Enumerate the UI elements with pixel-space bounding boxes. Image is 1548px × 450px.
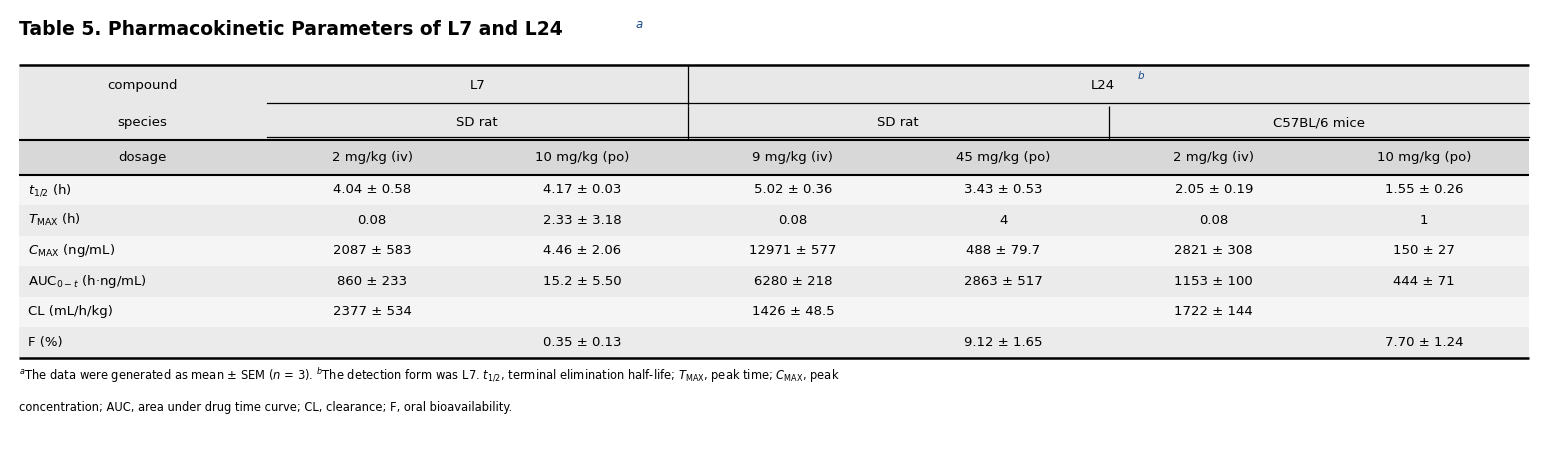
Text: 4.17 ± 0.03: 4.17 ± 0.03 — [543, 184, 622, 196]
Text: 1426 ± 48.5: 1426 ± 48.5 — [752, 306, 834, 319]
Bar — [19, 65, 1529, 106]
Text: 0.08: 0.08 — [1200, 214, 1229, 227]
Text: 488 ± 79.7: 488 ± 79.7 — [966, 244, 1040, 257]
Text: SD rat: SD rat — [457, 117, 498, 130]
Text: a: a — [636, 18, 642, 31]
Text: 4.04 ± 0.58: 4.04 ± 0.58 — [333, 184, 412, 196]
Text: 1: 1 — [1420, 214, 1429, 227]
Text: $\mathrm{AUC}_{0-t}$ (h·ng/mL): $\mathrm{AUC}_{0-t}$ (h·ng/mL) — [28, 273, 147, 290]
Bar — [19, 205, 1529, 236]
Text: L7: L7 — [469, 79, 485, 92]
Bar — [19, 297, 1529, 327]
Text: 9.12 ± 1.65: 9.12 ± 1.65 — [964, 336, 1042, 349]
Text: 9 mg/kg (iv): 9 mg/kg (iv) — [752, 151, 833, 164]
Text: 2.33 ± 3.18: 2.33 ± 3.18 — [543, 214, 622, 227]
Text: 4: 4 — [998, 214, 1008, 227]
Text: 1722 ± 144: 1722 ± 144 — [1175, 306, 1254, 319]
Text: 2863 ± 517: 2863 ± 517 — [964, 275, 1043, 288]
Text: C57BL/6 mice: C57BL/6 mice — [1272, 117, 1365, 130]
Text: dosage: dosage — [119, 151, 167, 164]
Text: 0.08: 0.08 — [779, 214, 808, 227]
Text: 6280 ± 218: 6280 ± 218 — [754, 275, 833, 288]
Text: 2.05 ± 0.19: 2.05 ± 0.19 — [1175, 184, 1252, 196]
Text: $t_{1/2}$ (h): $t_{1/2}$ (h) — [28, 182, 71, 198]
Text: 7.70 ± 1.24: 7.70 ± 1.24 — [1385, 336, 1463, 349]
Text: 12971 ± 577: 12971 ± 577 — [749, 244, 836, 257]
Text: L24: L24 — [1090, 79, 1115, 92]
Bar — [19, 266, 1529, 297]
Text: 2 mg/kg (iv): 2 mg/kg (iv) — [331, 151, 412, 164]
Text: 5.02 ± 0.36: 5.02 ± 0.36 — [754, 184, 833, 196]
Text: 2377 ± 534: 2377 ± 534 — [333, 306, 412, 319]
Text: 0.08: 0.08 — [358, 214, 387, 227]
Text: species: species — [118, 117, 167, 130]
Text: 860 ± 233: 860 ± 233 — [337, 275, 407, 288]
Text: CL (mL/h/kg): CL (mL/h/kg) — [28, 306, 113, 319]
Text: 1153 ± 100: 1153 ± 100 — [1175, 275, 1254, 288]
Bar — [19, 327, 1529, 358]
Text: 1.55 ± 0.26: 1.55 ± 0.26 — [1385, 184, 1463, 196]
Text: 3.43 ± 0.53: 3.43 ± 0.53 — [964, 184, 1042, 196]
Text: 2087 ± 583: 2087 ± 583 — [333, 244, 412, 257]
Text: b: b — [1138, 71, 1144, 81]
Text: compound: compound — [107, 79, 178, 92]
Text: concentration; AUC, area under drug time curve; CL, clearance; F, oral bioavaila: concentration; AUC, area under drug time… — [19, 400, 512, 414]
Bar — [19, 236, 1529, 266]
Text: 45 mg/kg (po): 45 mg/kg (po) — [957, 151, 1051, 164]
Text: 4.46 ± 2.06: 4.46 ± 2.06 — [543, 244, 621, 257]
Bar — [19, 140, 1529, 175]
Text: $T_{\mathrm{MAX}}$ (h): $T_{\mathrm{MAX}}$ (h) — [28, 212, 80, 229]
Text: SD rat: SD rat — [878, 117, 920, 130]
Text: F (%): F (%) — [28, 336, 62, 349]
Text: $^{a}$The data were generated as mean $\pm$ SEM ($n$ = 3). $^{b}$The detection f: $^{a}$The data were generated as mean $\… — [19, 367, 839, 385]
Text: 444 ± 71: 444 ± 71 — [1393, 275, 1455, 288]
Bar — [19, 175, 1529, 205]
Text: 0.35 ± 0.13: 0.35 ± 0.13 — [543, 336, 622, 349]
Text: 10 mg/kg (po): 10 mg/kg (po) — [536, 151, 630, 164]
Text: Table 5. Pharmacokinetic Parameters of L7 and L24: Table 5. Pharmacokinetic Parameters of L… — [19, 20, 562, 39]
Bar — [19, 106, 1529, 140]
Text: 2 mg/kg (iv): 2 mg/kg (iv) — [1173, 151, 1254, 164]
Text: 10 mg/kg (po): 10 mg/kg (po) — [1378, 151, 1472, 164]
Text: 15.2 ± 5.50: 15.2 ± 5.50 — [543, 275, 622, 288]
Text: 2821 ± 308: 2821 ± 308 — [1175, 244, 1252, 257]
Text: 150 ± 27: 150 ± 27 — [1393, 244, 1455, 257]
Text: $C_{\mathrm{MAX}}$ (ng/mL): $C_{\mathrm{MAX}}$ (ng/mL) — [28, 243, 115, 260]
